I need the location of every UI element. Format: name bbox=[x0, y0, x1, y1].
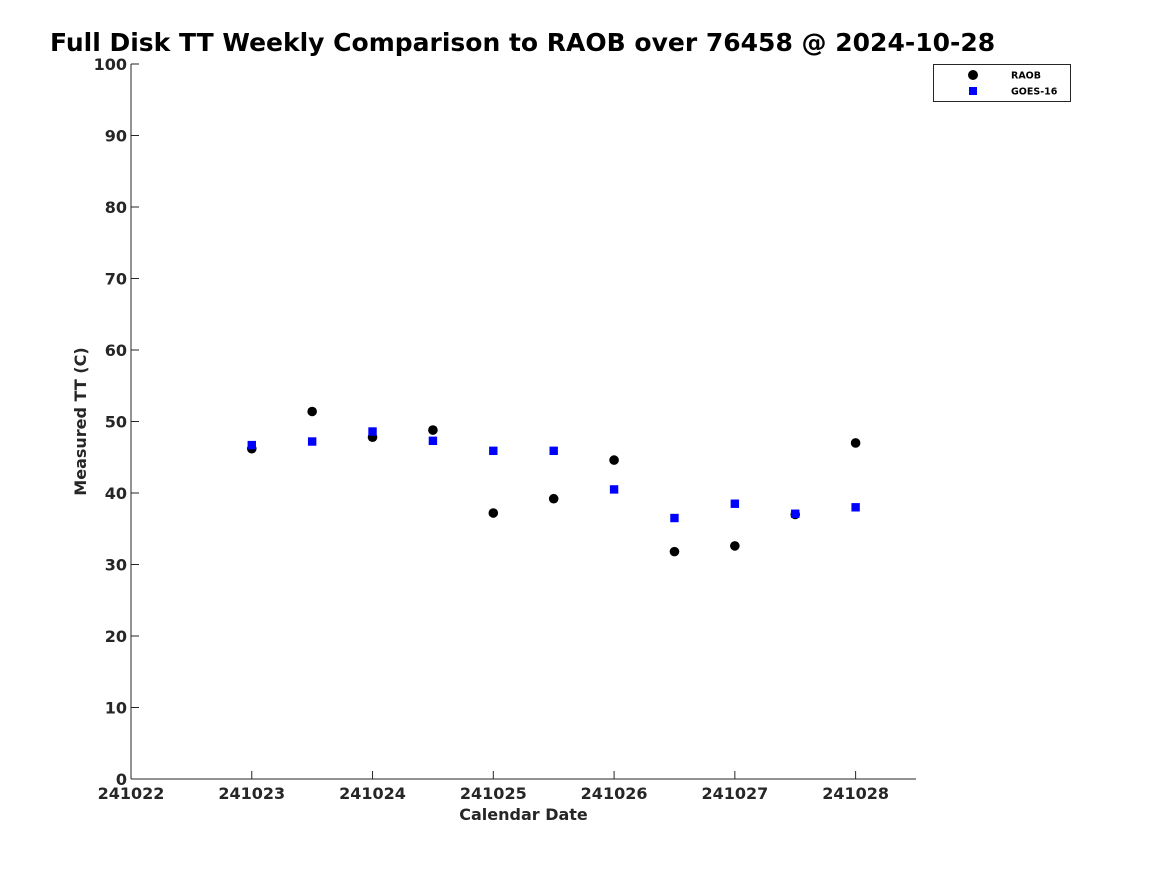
x-tick-label: 241022 bbox=[98, 784, 165, 803]
chart-title: Full Disk TT Weekly Comparison to RAOB o… bbox=[50, 28, 996, 57]
point-goes-16 bbox=[609, 485, 619, 494]
y-tick-label: 60 bbox=[105, 341, 127, 360]
legend-marker bbox=[969, 87, 977, 95]
y-tick-label: 50 bbox=[105, 413, 127, 432]
point-goes-16 bbox=[549, 446, 558, 456]
x-axis-label: Calendar Date bbox=[459, 805, 588, 824]
y-axis-label: Measured TT (C) bbox=[71, 347, 90, 495]
point-goes-16 bbox=[428, 436, 438, 446]
x-tick-label: 241027 bbox=[701, 784, 768, 803]
y-tick-label: 0 bbox=[116, 770, 127, 789]
point-raob bbox=[669, 546, 680, 557]
point-goes-16 bbox=[247, 440, 256, 450]
point-raob bbox=[609, 455, 619, 465]
legend-box bbox=[933, 64, 1071, 102]
y-tick-label: 40 bbox=[105, 484, 127, 503]
point-raob bbox=[428, 425, 438, 435]
axes bbox=[130, 64, 916, 780]
legend-marker bbox=[968, 70, 978, 80]
legend-label: RAOB bbox=[1011, 71, 1041, 82]
point-goes-16 bbox=[489, 446, 498, 456]
y-tick-label: 30 bbox=[105, 556, 127, 575]
x-tick-label: 241023 bbox=[218, 784, 285, 803]
point-raob bbox=[548, 493, 559, 504]
legend-label: GOES-16 bbox=[1011, 87, 1058, 98]
y-tick-label: 90 bbox=[105, 127, 127, 146]
y-tick-label: 80 bbox=[105, 198, 127, 217]
y-tick-label: 10 bbox=[105, 699, 127, 718]
x-tick-label: 241026 bbox=[581, 784, 648, 803]
x-tick-label: 241028 bbox=[822, 784, 889, 803]
point-raob bbox=[850, 438, 861, 448]
data-points bbox=[246, 406, 861, 557]
y-tick-label: 100 bbox=[94, 55, 127, 74]
y-tick-label: 70 bbox=[105, 270, 127, 289]
point-goes-16 bbox=[730, 499, 740, 508]
point-raob bbox=[307, 406, 317, 417]
x-tick-label: 241025 bbox=[460, 784, 527, 803]
point-goes-16 bbox=[851, 503, 860, 512]
legend: RAOB GOES-16 bbox=[933, 64, 1071, 102]
point-raob bbox=[488, 508, 499, 518]
x-tick-label: 241024 bbox=[339, 784, 406, 803]
ticks: 0 10 20 30 40 50 60 70 80 90 100 241022 241023 241024… bbox=[94, 55, 889, 803]
point-goes-16 bbox=[791, 509, 800, 518]
point-raob bbox=[730, 541, 740, 551]
point-goes-16 bbox=[307, 437, 317, 446]
point-goes-16 bbox=[670, 513, 679, 523]
point-goes-16 bbox=[368, 427, 377, 436]
y-tick-label: 20 bbox=[105, 627, 127, 646]
